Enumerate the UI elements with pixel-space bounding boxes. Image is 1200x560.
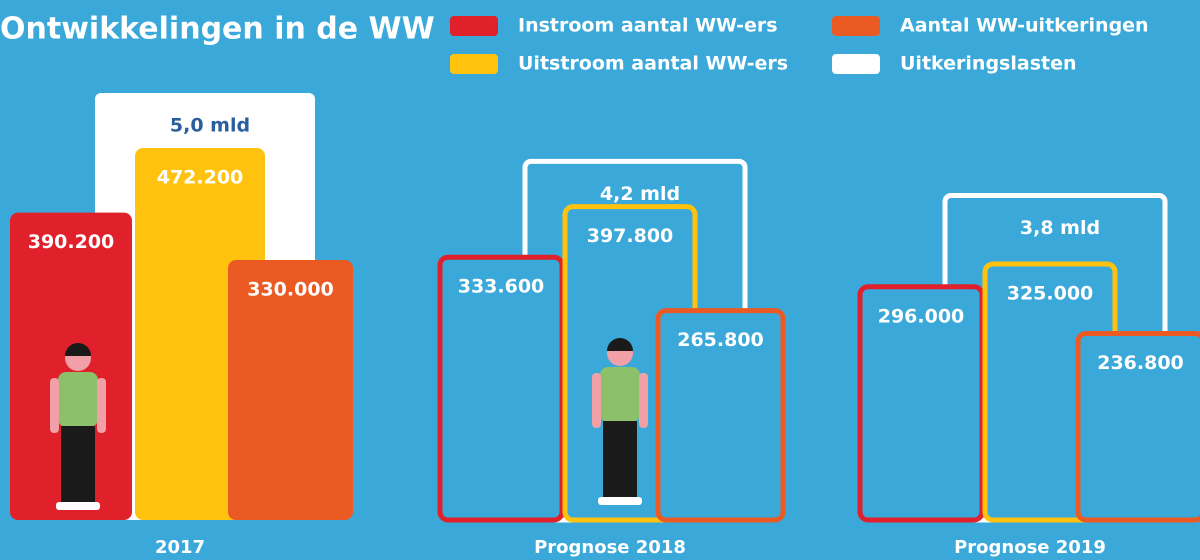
value-label: 265.800: [677, 329, 764, 351]
bar: [228, 260, 353, 520]
legend-swatch: [832, 54, 880, 74]
bar: [655, 308, 786, 523]
x-tick-label: Prognose 2018: [534, 537, 686, 558]
legend-label: Uitkeringslasten: [900, 53, 1077, 75]
value-label: 325.000: [1007, 282, 1094, 304]
value-label: 397.800: [587, 225, 674, 247]
value-label: 330.000: [247, 279, 334, 301]
value-label: 390.200: [28, 231, 115, 253]
person-illustration: [592, 338, 648, 505]
shoes: [598, 497, 642, 505]
value-label: 296.000: [878, 305, 965, 327]
legs: [603, 421, 637, 499]
legend-swatch: [832, 16, 880, 36]
value-label: 472.200: [157, 167, 244, 189]
x-tick-label: 2017: [155, 537, 205, 558]
value-label: 3,8 mld: [1020, 217, 1100, 239]
hair: [65, 343, 91, 356]
arm: [592, 373, 601, 428]
value-label: 4,2 mld: [600, 183, 680, 205]
bar: [1075, 330, 1200, 523]
legend-swatch: [450, 54, 498, 74]
x-tick-label: Prognose 2019: [954, 537, 1106, 558]
hair: [607, 338, 633, 351]
legend-label: Uitstroom aantal WW-ers: [518, 53, 788, 75]
legs: [61, 426, 95, 504]
chart-title: Ontwikkelingen in de WW: [0, 12, 435, 47]
legend-label: Instroom aantal WW-ers: [518, 15, 778, 37]
shirt: [600, 367, 640, 422]
arm: [50, 378, 59, 433]
bar: [857, 284, 985, 523]
legend-label: Aantal WW-uitkeringen: [900, 15, 1149, 37]
arm: [639, 373, 648, 428]
person-illustration: [50, 343, 106, 510]
bar: [437, 254, 565, 523]
arm: [97, 378, 106, 433]
shoes: [56, 502, 100, 510]
legend-swatch: [450, 16, 498, 36]
value-label: 236.800: [1097, 352, 1184, 374]
value-label: 5,0 mld: [170, 115, 250, 137]
value-label: 333.600: [458, 276, 545, 298]
shirt: [58, 372, 98, 427]
